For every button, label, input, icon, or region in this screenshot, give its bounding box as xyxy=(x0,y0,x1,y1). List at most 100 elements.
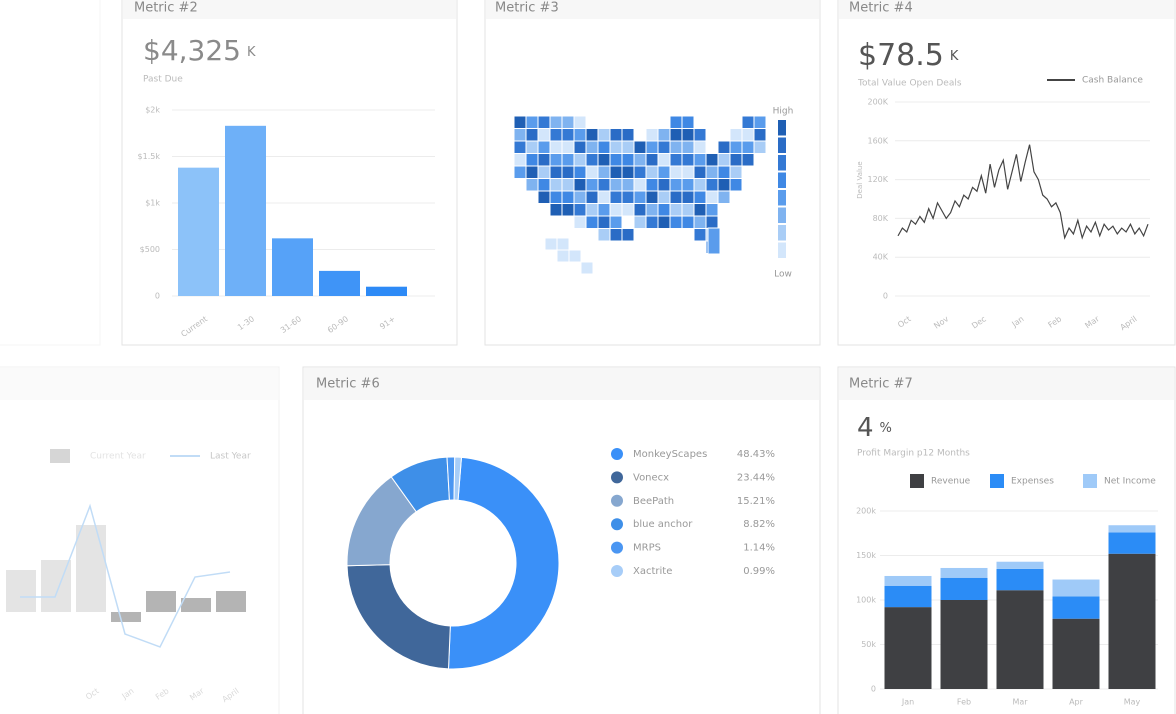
map-region xyxy=(657,215,671,229)
map-region xyxy=(621,128,635,142)
map-region xyxy=(537,165,551,179)
bar-segment xyxy=(884,575,932,586)
map-region xyxy=(513,140,527,154)
map-region xyxy=(669,203,683,217)
map-region xyxy=(537,115,551,129)
map-region xyxy=(621,178,635,192)
map-region xyxy=(549,140,563,154)
panel-title: Metric #6 xyxy=(316,377,380,392)
map-region xyxy=(681,128,695,142)
y-axis-label: Deal Value xyxy=(856,161,864,198)
map-region xyxy=(621,190,635,204)
bar-segment xyxy=(1108,525,1156,533)
map-region xyxy=(717,165,731,179)
panel-faded-top xyxy=(0,0,101,346)
map-region xyxy=(681,140,695,154)
map-region xyxy=(537,128,551,142)
map-region xyxy=(645,140,659,154)
map-region xyxy=(633,178,647,192)
bar-segment xyxy=(996,561,1044,569)
legend-label: MRPS xyxy=(633,543,661,554)
bar-segment xyxy=(1052,579,1100,597)
map-region xyxy=(609,215,623,229)
map-region xyxy=(681,190,695,204)
map-region xyxy=(645,203,659,217)
map-region xyxy=(717,153,731,167)
x-tick-label: May xyxy=(1124,698,1141,707)
map-region xyxy=(633,190,647,204)
map-region xyxy=(741,115,755,129)
map-region xyxy=(549,128,563,142)
bar-segment xyxy=(940,600,988,689)
map-region xyxy=(525,153,539,167)
y-tick-label: 120K xyxy=(867,175,888,184)
map-region xyxy=(585,165,599,179)
map-region xyxy=(573,203,587,217)
legend-label: blue anchor xyxy=(633,519,693,530)
map-region xyxy=(741,153,755,167)
map-region xyxy=(693,215,707,229)
legend-label: Last Year xyxy=(210,452,251,462)
map-region xyxy=(561,165,575,179)
panel-header xyxy=(304,368,819,400)
y-tick-label: 40K xyxy=(873,253,889,262)
panel-title: Metric #4 xyxy=(849,1,913,16)
donut-slice xyxy=(447,456,560,670)
map-region xyxy=(597,215,611,229)
map-region xyxy=(669,178,683,192)
kpi-number: $78.5 xyxy=(858,38,944,73)
map-region xyxy=(681,153,695,167)
map-region xyxy=(717,140,731,154)
map-region xyxy=(609,178,623,192)
map-legend-step xyxy=(778,120,786,136)
map-region xyxy=(657,140,671,154)
map-legend-step xyxy=(778,225,786,241)
bar-segment xyxy=(940,577,988,600)
map-region xyxy=(681,115,695,129)
bar-segment xyxy=(996,568,1044,591)
map-region xyxy=(633,215,647,229)
map-region xyxy=(568,249,582,263)
bar xyxy=(6,570,36,612)
map-region xyxy=(633,140,647,154)
map-region xyxy=(693,203,707,217)
bar-segment xyxy=(884,585,932,608)
map-region xyxy=(669,153,683,167)
map-legend-step xyxy=(778,207,786,223)
map-region xyxy=(657,203,671,217)
map-region xyxy=(657,178,671,192)
map-legend-step xyxy=(778,172,786,188)
bar xyxy=(216,591,246,612)
bar xyxy=(366,286,407,296)
map-region xyxy=(621,140,635,154)
bar xyxy=(319,270,360,296)
map-region xyxy=(729,178,743,192)
kpi-number: $4,325 xyxy=(143,34,241,67)
bar xyxy=(76,525,106,612)
value-label: 1.14% xyxy=(743,543,775,554)
map-region xyxy=(597,228,611,242)
map-region xyxy=(645,190,659,204)
panel-frame xyxy=(0,0,101,346)
kpi-unit: K xyxy=(950,49,959,64)
map-region xyxy=(705,203,719,217)
panel-faded-bottom xyxy=(0,366,280,714)
map-region xyxy=(525,178,539,192)
map-region xyxy=(573,115,587,129)
y-tick-label: 150k xyxy=(856,551,876,560)
map-region xyxy=(717,190,731,204)
kpi-unit: K xyxy=(247,45,256,60)
map-region xyxy=(657,128,671,142)
bar xyxy=(111,612,141,622)
map-region xyxy=(729,153,743,167)
y-tick-label: $500 xyxy=(140,245,160,254)
map-region xyxy=(609,153,623,167)
bar xyxy=(178,167,219,296)
map-region xyxy=(741,140,755,154)
panel-header xyxy=(123,0,456,19)
map-legend-high: High xyxy=(773,107,794,117)
map-region xyxy=(549,190,563,204)
map-region xyxy=(621,203,635,217)
value-label: 48.43% xyxy=(737,449,775,460)
